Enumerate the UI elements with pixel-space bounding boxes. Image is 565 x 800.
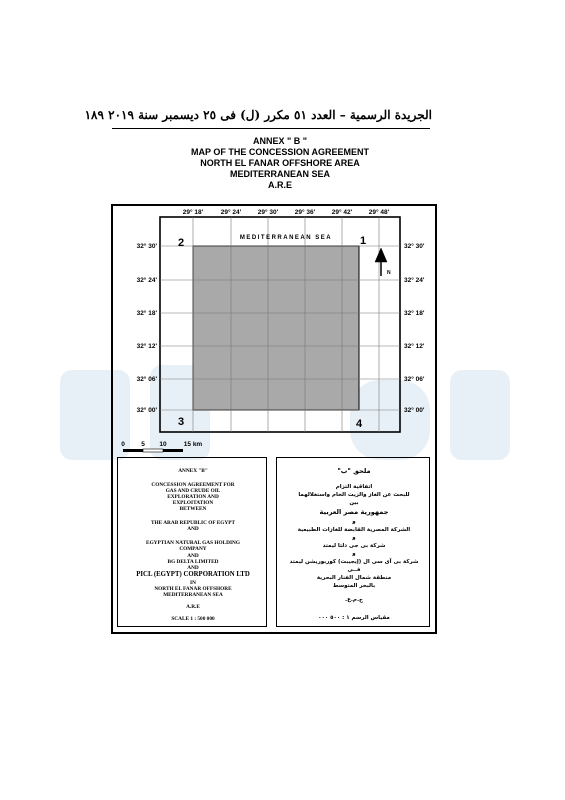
- concession-area: [192, 245, 360, 411]
- legend-line: شركة بى جى دلتا ليمتد: [322, 543, 386, 549]
- legend-line: منطقة شمال الفنار البحرية: [316, 575, 392, 581]
- legend-line: BETWEEN: [179, 506, 207, 512]
- title-annex: ANNEX " B ": [252, 136, 308, 146]
- title-map: MAP OF THE CONCESSION AGREEMENT: [190, 147, 369, 157]
- outer-frame: [111, 204, 437, 634]
- scale-tick: 15 km: [184, 441, 203, 448]
- corner-3: 3: [178, 416, 184, 428]
- lat-label-left: 32° 18': [137, 309, 158, 317]
- legend-line: AND: [187, 526, 199, 532]
- legend-line: EXPLOITATION: [172, 500, 214, 506]
- lon-label: 29° 36': [295, 208, 316, 216]
- legend-line: الشركة المصرية القابضة للغازات الطبيعية: [297, 527, 411, 533]
- title-country: A.R.E: [267, 180, 292, 190]
- lat-label-right: 32° 12': [404, 342, 425, 350]
- english-legend-box: ANNEX "B" CONCESSION AGREEMENT FOR GAS A…: [117, 457, 267, 627]
- legend-line: A.R.E: [186, 604, 200, 610]
- legend-line: THE ARAB REPUBLIC OF EGYPT: [151, 520, 235, 526]
- title-sea: MEDITERRANEAN SEA: [229, 169, 330, 179]
- legend-line: GAS AND CRUDE OIL: [165, 488, 221, 494]
- grid: [160, 217, 400, 432]
- legend-line: فــى: [347, 567, 361, 573]
- corner-2: 2: [178, 237, 184, 249]
- legend-line: ملحق "ب": [337, 467, 371, 475]
- arabic-legend-box: ملحق "ب" اتفاقية التزام للبحث عن الغاز و…: [276, 457, 430, 627]
- lat-label-right: 32° 18': [404, 309, 425, 317]
- legend-line: COMPANY: [179, 546, 207, 552]
- lat-label-right: 32° 30': [404, 242, 425, 250]
- legend-line: و: [352, 535, 356, 541]
- legend-line: بالبحر المتوسط: [332, 583, 376, 589]
- lat-label-right: 32° 00': [404, 406, 425, 414]
- lon-label: 29° 24': [221, 208, 242, 216]
- legend-line: و: [352, 519, 356, 525]
- lat-label-left: 32° 30': [137, 242, 158, 250]
- north-label: N: [387, 270, 391, 276]
- corner-4: 4: [356, 418, 363, 430]
- lon-label: 29° 42': [332, 208, 353, 216]
- gazette-header: الجريدة الرسمية – العدد ٥١ مكرر (ل) فى ٢…: [84, 108, 432, 122]
- legend-line: IN: [190, 580, 196, 586]
- scale-tick: 10: [159, 441, 167, 448]
- lat-label-left: 32° 06': [137, 375, 158, 383]
- title-area: NORTH EL FANAR OFFSHORE AREA: [200, 158, 360, 168]
- lat-label-right: 32° 24': [404, 276, 425, 284]
- sea-label: MEDITERRANEAN SEA: [240, 235, 332, 241]
- scale-tick: 5: [141, 441, 145, 448]
- legend-line: EXPLORATION AND: [167, 494, 219, 500]
- legend-line: CONCESSION AGREEMENT FOR: [151, 482, 235, 488]
- header-divider: [112, 128, 430, 129]
- legend-line: MEDITERRANEAN SEA: [163, 592, 223, 598]
- lat-label-left: 32° 24': [137, 276, 158, 284]
- legend-line: PICL (EGYPT) CORPORATION LTD: [136, 571, 250, 578]
- lat-label-right: 32° 06': [404, 375, 425, 383]
- watermark-block-4: [450, 370, 510, 460]
- legend-line: للبحث عن الغاز والزيت الخام واستغلالهما: [298, 492, 410, 498]
- legend-scale: SCALE 1 : 500 000: [171, 616, 215, 622]
- scale-bar: [123, 448, 183, 453]
- title-block: ANNEX " B " MAP OF THE CONCESSION AGREEM…: [100, 136, 460, 191]
- legend-line: ج.م.ع.: [344, 597, 364, 603]
- map-frame: [159, 216, 401, 433]
- lon-label: 29° 48': [369, 208, 390, 216]
- legend-line: BG DELTA LIMITED: [167, 559, 219, 565]
- corner-1: 1: [360, 235, 366, 247]
- lat-label-left: 32° 12': [137, 342, 158, 350]
- scale-tick: 0: [121, 441, 125, 448]
- north-arrow: [374, 247, 388, 276]
- legend-line: AND: [187, 565, 199, 571]
- legend-line: AND: [187, 553, 199, 559]
- lat-label-left: 32° 00': [137, 406, 158, 414]
- legend-line: و: [352, 551, 356, 557]
- lon-label: 29° 30': [258, 208, 279, 216]
- legend-scale: مقياس الرسم ١ : ٥٠٠ ٠٠٠: [318, 615, 390, 621]
- legend-line: بين: [349, 500, 359, 506]
- concession-map: MEDITERRANEAN SEA 29° 18' 29° 24' 29° 30…: [121, 208, 425, 453]
- legend-line: EGYPTIAN NATURAL GAS HOLDING: [146, 540, 240, 546]
- legend-line: شركة بى آى سى ال (إيجيبت) كوربوريشن ليمت…: [289, 559, 419, 565]
- legend-line: NORTH EL FANAR OFFSHORE: [154, 586, 232, 592]
- legend-line: جمهورية مصر العربية: [319, 508, 389, 516]
- legend-line: اتفاقية التزام: [335, 484, 373, 490]
- legend-line: ANNEX "B": [178, 468, 208, 474]
- lon-label: 29° 18': [183, 208, 204, 216]
